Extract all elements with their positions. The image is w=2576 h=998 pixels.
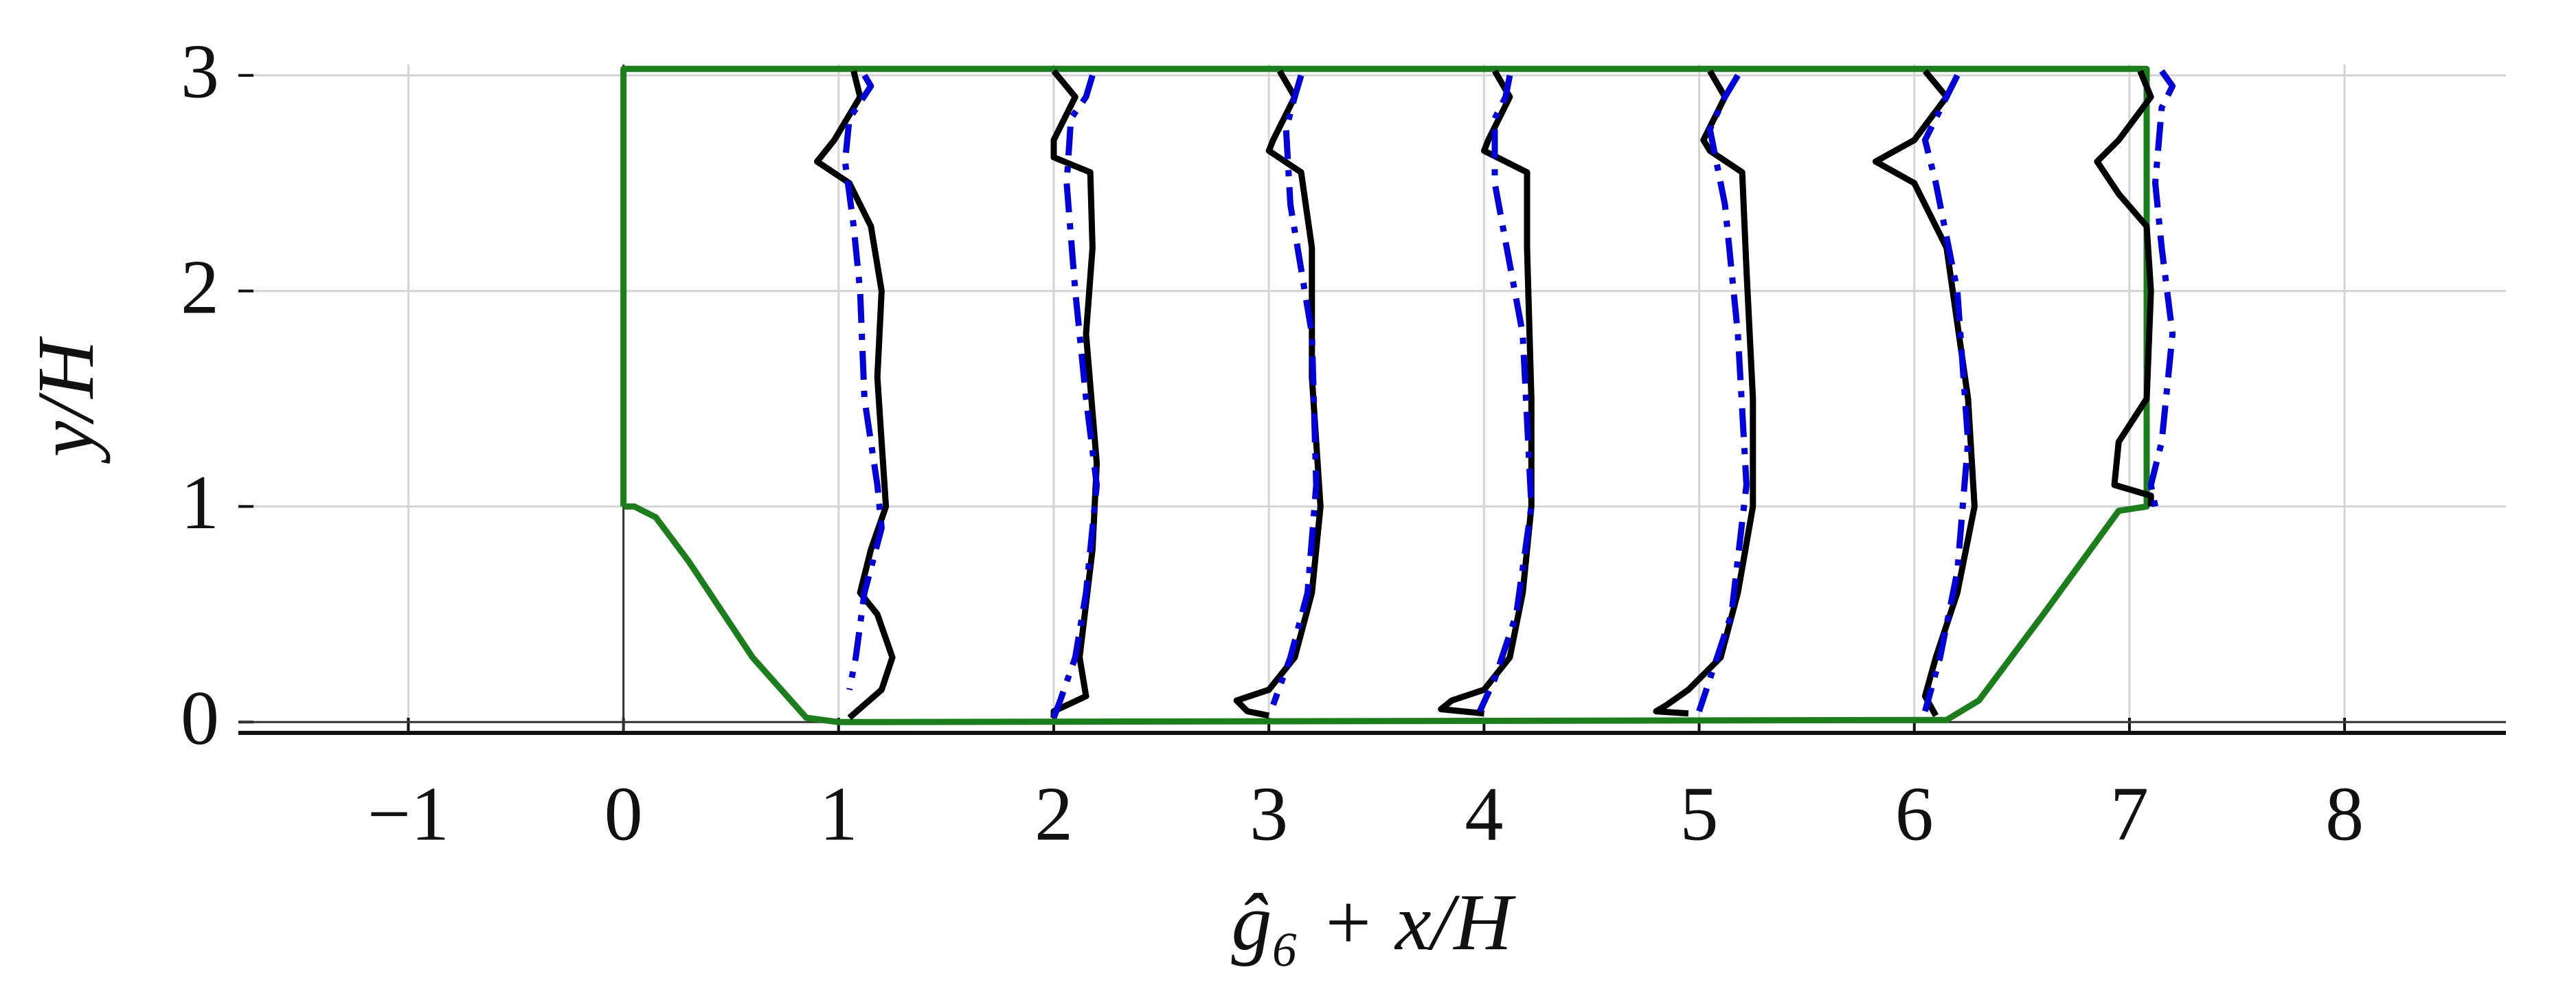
y-tick-label: 0: [181, 676, 219, 761]
x-tick-label: 7: [2110, 772, 2149, 857]
profile-line: [1921, 73, 1971, 712]
profile-line: [2147, 69, 2176, 508]
profile-line: [814, 70, 896, 721]
x-axis-label: ĝ₆ + x/H: [1231, 877, 1516, 967]
x-tick-label: 6: [1895, 772, 1934, 857]
profile-line: [1653, 69, 1756, 717]
x-tick-label: 8: [2325, 772, 2364, 857]
x-tick-label: 0: [605, 772, 643, 857]
profile-line: [620, 65, 2150, 725]
profile-line: [1872, 69, 1978, 718]
x-tick-label: 4: [1465, 772, 1503, 857]
x-tick-label: 3: [1250, 772, 1288, 857]
y-tick-label: 3: [181, 29, 219, 114]
x-tick-label: 5: [1680, 772, 1719, 857]
profile-line: [1696, 73, 1750, 713]
profile-line: [1233, 69, 1324, 719]
profile-line: [841, 73, 885, 691]
x-tick-label: 2: [1035, 772, 1073, 857]
profile-line: [1050, 69, 1100, 718]
y-tick-label: 2: [181, 245, 219, 330]
profile-line: [2094, 69, 2154, 507]
profile-line: [1050, 74, 1100, 719]
profile-line: [1438, 69, 1535, 717]
x-tick-label: 1: [820, 772, 858, 857]
y-tick-label: 1: [181, 460, 219, 545]
y-axis-label: y/H: [21, 336, 111, 464]
profile-line: [1477, 74, 1535, 713]
x-tick-label: −1: [368, 772, 449, 857]
